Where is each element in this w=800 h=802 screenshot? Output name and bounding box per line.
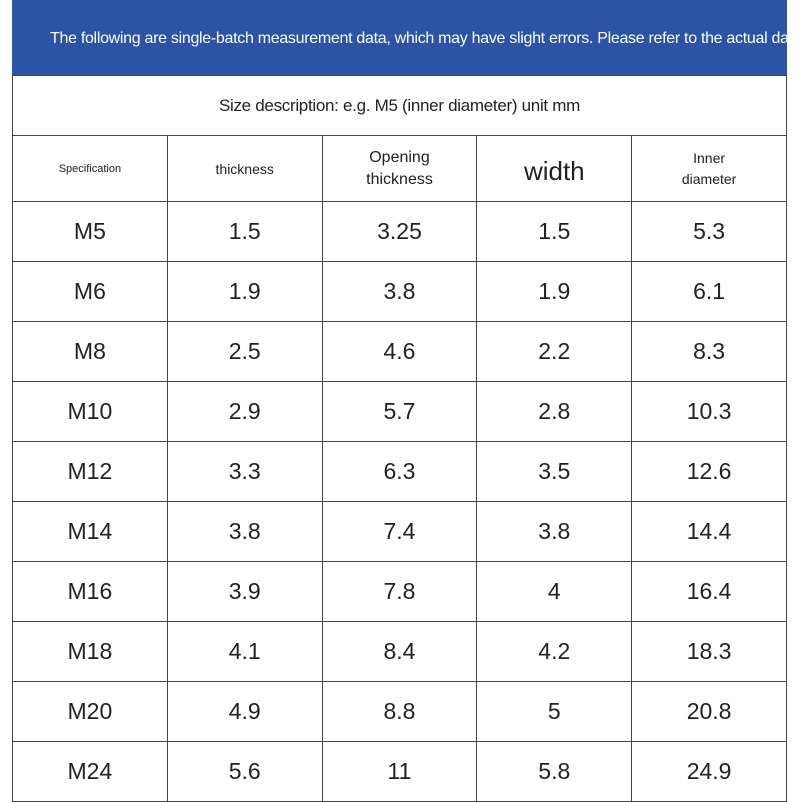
- spec-cell: M5: [12, 201, 168, 262]
- value-cell: 5.3: [631, 201, 787, 262]
- value-cell: 7.4: [321, 501, 478, 562]
- spec-cell: M10: [12, 381, 168, 442]
- value-cell: 11: [321, 741, 478, 802]
- spec-cell: M20: [12, 681, 168, 742]
- value-cell: 8.3: [631, 321, 787, 382]
- value-cell: 14.4: [631, 501, 787, 562]
- value-cell: 1.9: [166, 261, 323, 322]
- value-cell: 4: [476, 561, 633, 622]
- value-cell: 1.5: [476, 201, 633, 262]
- value-cell: 5.7: [321, 381, 478, 442]
- data-row: M10 2.9 5.7 2.8 10.3: [12, 381, 787, 442]
- notice-text: The following are single-batch measureme…: [50, 30, 787, 47]
- value-cell: 8.4: [321, 621, 478, 682]
- data-row: M12 3.3 6.3 3.5 12.6: [12, 441, 787, 502]
- value-cell: 2.5: [166, 321, 323, 382]
- spec-cell: M8: [12, 321, 168, 382]
- value-cell: 5.8: [476, 741, 633, 802]
- value-cell: 3.3: [166, 441, 323, 502]
- value-cell: 4.2: [476, 621, 633, 682]
- column-header: Specification: [12, 135, 168, 202]
- table-caption: Size description: e.g. M5 (inner diamete…: [12, 75, 787, 136]
- value-cell: 2.8: [476, 381, 633, 442]
- spec-cell: M16: [12, 561, 168, 622]
- column-header: Inner diameter: [631, 135, 787, 202]
- value-cell: 3.8: [476, 501, 633, 562]
- value-cell: 10.3: [631, 381, 787, 442]
- table-body: Size description: e.g. M5 (inner diamete…: [12, 75, 787, 802]
- value-cell: 5.6: [166, 741, 323, 802]
- value-cell: 5: [476, 681, 633, 742]
- size-table: Size description: e.g. M5 (inner diamete…: [12, 75, 787, 802]
- spec-cell: M24: [12, 741, 168, 802]
- value-cell: 12.6: [631, 441, 787, 502]
- spec-cell: M6: [12, 261, 168, 322]
- value-cell: 6.1: [631, 261, 787, 322]
- spec-cell: M14: [12, 501, 168, 562]
- value-cell: 3.5: [476, 441, 633, 502]
- value-cell: 16.4: [631, 561, 787, 622]
- data-row: M5 1.5 3.25 1.5 5.3: [12, 201, 787, 262]
- value-cell: 3.9: [166, 561, 323, 622]
- value-cell: 8.8: [321, 681, 478, 742]
- column-header: Opening thickness: [321, 135, 478, 202]
- caption-row: Size description: e.g. M5 (inner diamete…: [12, 75, 787, 136]
- value-cell: 2.9: [166, 381, 323, 442]
- value-cell: 7.8: [321, 561, 478, 622]
- value-cell: 20.8: [631, 681, 787, 742]
- column-header: thickness: [166, 135, 323, 202]
- value-cell: 3.25: [321, 201, 478, 262]
- value-cell: 1.5: [166, 201, 323, 262]
- value-cell: 4.1: [166, 621, 323, 682]
- data-row: M20 4.9 8.8 5 20.8: [12, 681, 787, 742]
- data-row: M6 1.9 3.8 1.9 6.1: [12, 261, 787, 322]
- value-cell: 3.8: [166, 501, 323, 562]
- value-cell: 4.6: [321, 321, 478, 382]
- value-cell: 4.9: [166, 681, 323, 742]
- value-cell: 1.9: [476, 261, 633, 322]
- header-row: Specification thickness Opening thickness w…: [12, 135, 787, 202]
- data-row: M16 3.9 7.8 4 16.4: [12, 561, 787, 622]
- data-row: M24 5.6 11 5.8 24.9: [12, 741, 787, 802]
- spec-cell: M12: [12, 441, 168, 502]
- data-row: M8 2.5 4.6 2.2 8.3: [12, 321, 787, 382]
- value-cell: 3.8: [321, 261, 478, 322]
- notice-banner: The following are single-batch measureme…: [12, 0, 787, 75]
- data-row: M14 3.8 7.4 3.8 14.4: [12, 501, 787, 562]
- column-header: width: [476, 135, 633, 202]
- data-row: M18 4.1 8.4 4.2 18.3: [12, 621, 787, 682]
- spec-cell: M18: [12, 621, 168, 682]
- value-cell: 18.3: [631, 621, 787, 682]
- value-cell: 6.3: [321, 441, 478, 502]
- value-cell: 24.9: [631, 741, 787, 802]
- value-cell: 2.2: [476, 321, 633, 382]
